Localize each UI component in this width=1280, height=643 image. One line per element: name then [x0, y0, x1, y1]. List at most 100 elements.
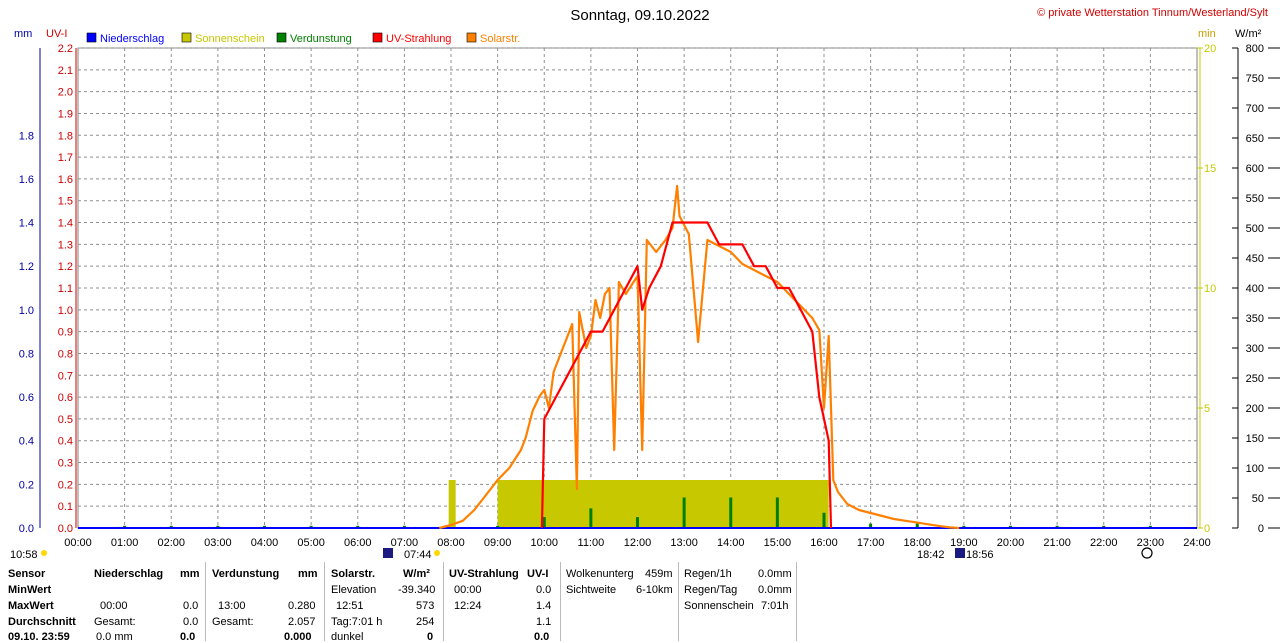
- min-tick-label: 10: [1204, 283, 1216, 295]
- row-label-sensor: Sensor: [8, 568, 46, 580]
- evaporation-bar: [216, 525, 220, 528]
- divider: [560, 562, 561, 641]
- evaporation-bar: [1055, 525, 1059, 528]
- x-tick-label: 21:00: [1043, 537, 1071, 549]
- uv-max-time: 12:24: [454, 600, 482, 612]
- solar-header: Solarstr.: [331, 568, 376, 580]
- uv-tick-label: 1.5: [58, 196, 73, 208]
- x-tick-label: 07:00: [391, 537, 419, 549]
- x-tick-label: 16:00: [810, 537, 838, 549]
- uv-tick-label: 0.4: [58, 436, 73, 448]
- x-tick-label: 00:00: [64, 537, 92, 549]
- niederschlag-unit: mm: [180, 568, 200, 580]
- wm2-tick-label: 100: [1246, 463, 1264, 475]
- evaporation-bar: [1148, 525, 1152, 528]
- wm2-tick-label: 200: [1246, 403, 1264, 415]
- x-tick-label: 09:00: [484, 537, 512, 549]
- uv-tick-label: 0.1: [58, 501, 73, 513]
- sunrise-sun-icon: [434, 550, 440, 556]
- uv-tick-label: 1.8: [58, 130, 73, 142]
- uv-tick-label: 1.2: [58, 261, 73, 273]
- verdunstung-max-value: 0.280: [288, 600, 316, 612]
- unit-min-label: min: [1198, 28, 1216, 40]
- legend: Niederschlag Sonnenschein Verdunstung UV-St…: [86, 32, 520, 45]
- verdunstung-total-label: Gesamt:: [212, 616, 254, 628]
- uv-tick-label: 1.4: [58, 218, 73, 230]
- regen-1h-label: Regen/1h: [684, 568, 732, 580]
- niederschlag-max-value: 0.0: [183, 600, 199, 612]
- solar-unit: W/m²: [403, 568, 430, 580]
- verdunstung-current-value: 0.000: [284, 631, 312, 643]
- verdunstung-unit: mm: [298, 568, 318, 580]
- niederschlag-max-time: 00:00: [100, 600, 128, 612]
- legend-label: Solarstr.: [480, 33, 520, 45]
- divider: [205, 562, 206, 641]
- min-tick-label: 15: [1204, 163, 1216, 175]
- row-label-max: MaxWert: [8, 600, 54, 612]
- x-tick-label: 12:00: [624, 537, 652, 549]
- sunshine-bar: [497, 480, 829, 528]
- niederschlag-current-value: 0.0: [180, 631, 196, 643]
- uv-avg-value: 1.1: [536, 616, 552, 628]
- weather-chart: Sonntag, 09.10.2022 © private Wetterstat…: [10, 7, 1280, 560]
- wm2-tick-label: 600: [1246, 163, 1264, 175]
- uv-tick-label: 0.9: [58, 327, 73, 339]
- min-tick-label: 0: [1204, 523, 1210, 535]
- row-label-min: MinWert: [8, 584, 52, 596]
- verdunstung-total-value: 2.057: [288, 616, 316, 628]
- wm2-tick-label: 800: [1246, 43, 1264, 55]
- uv-current-value: 0.0: [534, 631, 550, 643]
- mm-tick-label: 0.2: [19, 479, 34, 491]
- x-tick-label: 24:00: [1183, 537, 1211, 549]
- mm-tick-label: 0.8: [19, 348, 34, 360]
- line-layer: [78, 184, 1197, 530]
- uv-tick-label: 0.3: [58, 458, 73, 470]
- uv-tick-label: 2.2: [58, 43, 73, 55]
- credit-text: © private Wetterstation Tinnum/Westerlan…: [1037, 7, 1268, 19]
- bar-layer: [123, 480, 1152, 528]
- solar-dark-label: dunkel: [331, 631, 364, 643]
- uv-tick-label: 1.6: [58, 174, 73, 186]
- wm2-tick-label: 650: [1246, 133, 1264, 145]
- sunset-icon: [955, 548, 965, 558]
- wm2-tick-label: 550: [1246, 193, 1264, 205]
- legend-label: Niederschlag: [100, 33, 164, 45]
- evaporation-bar: [542, 517, 546, 528]
- uv-index-line: [540, 221, 833, 529]
- mm-tick-label: 1.8: [19, 130, 34, 142]
- uv-min-value: 0.0: [536, 584, 552, 596]
- uv-tick-label: 1.0: [58, 305, 73, 317]
- divider: [324, 562, 325, 641]
- uv-tick-label: 1.1: [58, 283, 73, 295]
- niederschlag-header: Niederschlag: [94, 568, 164, 580]
- evaporation-bar: [775, 497, 779, 528]
- wm2-tick-label: 50: [1252, 493, 1264, 505]
- wm2-tick-label: 700: [1246, 103, 1264, 115]
- mm-tick-label: 0.0: [19, 523, 34, 535]
- sun-markers: 10:58 07:44 18:42 18:56: [10, 547, 1153, 560]
- unit-uv-label: UV-I: [46, 28, 67, 40]
- divider: [678, 562, 679, 641]
- sonnenschein-label: Sonnenschein: [684, 600, 754, 612]
- evaporation-bar: [309, 525, 313, 528]
- legend-swatch: [372, 32, 383, 43]
- solar-current-value: 0: [427, 631, 434, 643]
- uv-tick-label: 0.5: [58, 414, 73, 426]
- left-sun-icon: [41, 550, 47, 556]
- left-time-label: 10:58: [10, 549, 38, 560]
- wm2-tick-label: 350: [1246, 313, 1264, 325]
- mm-tick-label: 1.4: [19, 218, 34, 230]
- niederschlag-total-label: Gesamt:: [94, 616, 136, 628]
- divider: [443, 562, 444, 641]
- legend-label: UV-Strahlung: [386, 33, 451, 45]
- evaporation-bar: [915, 523, 919, 528]
- wm2-tick-label: 400: [1246, 283, 1264, 295]
- wm2-tick-label: 300: [1246, 343, 1264, 355]
- evaporation-bar: [589, 508, 593, 528]
- evaporation-bar: [356, 525, 360, 528]
- evaporation-bar: [729, 497, 733, 528]
- solar-max-value: 573: [416, 600, 435, 612]
- evaporation-bar: [682, 497, 686, 528]
- uv-header: UV-Strahlung: [449, 568, 519, 580]
- uv-unit: UV-I: [527, 568, 549, 580]
